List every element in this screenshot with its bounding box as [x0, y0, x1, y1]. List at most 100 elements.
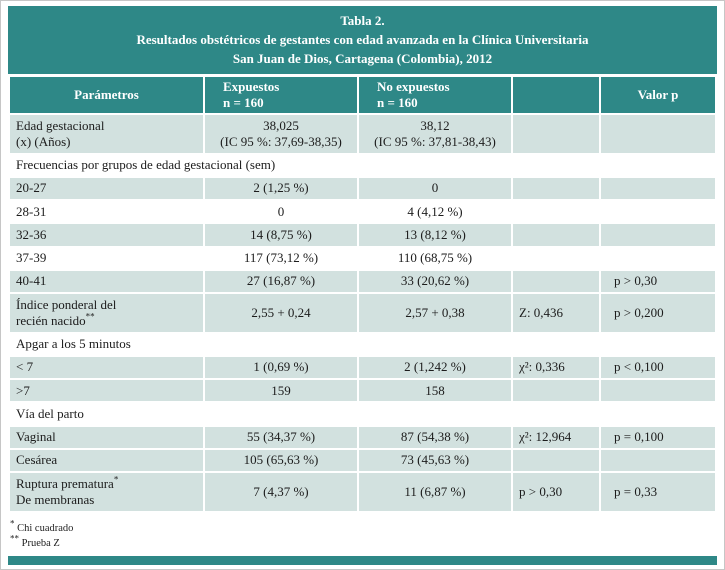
- cell-estadistico: [513, 224, 599, 246]
- text-line: (x) (Años): [16, 133, 71, 149]
- cell-parametro: 28-31: [10, 201, 203, 223]
- cell-expuestos: 0: [205, 201, 357, 223]
- cell-expuestos: 2 (1,25 %): [205, 177, 357, 199]
- row-vaginal: Vaginal 55 (34,37 %) 87 (54,38 %) χ²: 12…: [10, 426, 715, 448]
- cell-estadistico: [513, 201, 599, 223]
- cell-parametro: 32-36: [10, 224, 203, 246]
- footnotes: * Chi cuadrado ** Prueba Z: [8, 518, 717, 551]
- table-subtitle: San Juan de Dios, Cartagena (Colombia), …: [232, 50, 493, 66]
- cell-no-expuestos: 4 (4,12 %): [359, 201, 511, 223]
- table-title: Resultados obstétricos de gestantes con …: [136, 31, 589, 47]
- cell-valor-p: [601, 247, 715, 269]
- text-line: Ruptura prematura*: [16, 474, 199, 492]
- cell-valor-p: p = 0,100: [601, 426, 715, 448]
- row-apgar-menor-7: < 7 1 (0,69 %) 2 (1,242 %) χ²: 0,336 p <…: [10, 356, 715, 378]
- section-row-via-del-parto: Vía del parto: [10, 403, 715, 425]
- cell-estadistico: [513, 449, 599, 471]
- footnote-prueba-z: ** Prueba Z: [10, 533, 717, 551]
- cell-estadistico: p > 0,30: [513, 473, 599, 511]
- section-row-apgar: Apgar a los 5 minutos: [10, 333, 715, 355]
- row-40-41: 40-41 27 (16,87 %) 33 (20,62 %) p > 0,30: [10, 270, 715, 292]
- cell-parametro: Ruptura prematura* De membranas: [10, 473, 203, 511]
- cell-no-expuestos: 13 (8,12 %): [359, 224, 511, 246]
- row-edad-gestacional: Edad gestacional (x) (Años) 38,025 (IC 9…: [10, 115, 715, 153]
- cell-valor-p: p > 0,200: [601, 294, 715, 332]
- text-line: n = 160: [223, 95, 264, 110]
- text-line: De membranas: [16, 491, 95, 507]
- cell-valor-p: [601, 380, 715, 402]
- text-line: 38,12: [420, 117, 450, 133]
- row-apgar-mayor-7: >7 159 158: [10, 380, 715, 402]
- cell-estadistico: [513, 380, 599, 402]
- cell-expuestos: 7 (4,37 %): [205, 473, 357, 511]
- text-line: De membranas: [16, 492, 199, 508]
- cell-parametro: 37-39: [10, 247, 203, 269]
- cell-valor-p: p > 0,30: [601, 270, 715, 292]
- col-header-expuestos: Expuestos n = 160: [205, 77, 357, 113]
- text-line: n = 160: [377, 95, 418, 110]
- cell-no-expuestos: 38,12 (IC 95 %: 37,81-38,43): [359, 115, 511, 153]
- header-row: Parámetros Expuestos n = 160 No expuesto…: [10, 77, 715, 113]
- text-line: (IC 95 %: 37,81-38,43): [374, 133, 496, 149]
- cell-parametro: < 7: [10, 356, 203, 378]
- cell-no-expuestos: 87 (54,38 %): [359, 426, 511, 448]
- text-line: Índice ponderal del: [16, 296, 117, 312]
- bottom-teal-bar: [8, 556, 717, 565]
- footnote-marker: **: [10, 533, 19, 544]
- cell-no-expuestos: 110 (68,75 %): [359, 247, 511, 269]
- cell-expuestos: 159: [205, 380, 357, 402]
- cell-estadistico: [513, 115, 599, 153]
- section-label: Frecuencias por grupos de edad gestacion…: [10, 154, 715, 176]
- cell-parametro: 20-27: [10, 177, 203, 199]
- section-row-frecuencias: Frecuencias por grupos de edad gestacion…: [10, 154, 715, 176]
- cell-parametro: Vaginal: [10, 426, 203, 448]
- col-header-valor-p: Valor p: [601, 77, 715, 113]
- cell-valor-p: [601, 449, 715, 471]
- row-cesarea: Cesárea 105 (65,63 %) 73 (45,63 %): [10, 449, 715, 471]
- section-label: Vía del parto: [10, 403, 715, 425]
- table-header: Parámetros Expuestos n = 160 No expuesto…: [10, 77, 715, 113]
- cell-expuestos: 117 (73,12 %): [205, 247, 357, 269]
- cell-expuestos: 105 (65,63 %): [205, 449, 357, 471]
- cell-expuestos: 55 (34,37 %): [205, 426, 357, 448]
- cell-valor-p: [601, 224, 715, 246]
- row-32-36: 32-36 14 (8,75 %) 13 (8,12 %): [10, 224, 715, 246]
- cell-no-expuestos: 2 (1,242 %): [359, 356, 511, 378]
- row-20-27: 20-27 2 (1,25 %) 0: [10, 177, 715, 199]
- text-line: (IC 95 %: 37,69-38,35): [220, 133, 342, 149]
- col-header-estadistico: [513, 77, 599, 113]
- cell-estadistico: χ²: 12,964: [513, 426, 599, 448]
- cell-valor-p: [601, 201, 715, 223]
- footnote-marker: *: [113, 474, 119, 485]
- table-number: Tabla 2.: [340, 13, 385, 28]
- cell-estadistico: χ²: 0,336: [513, 356, 599, 378]
- results-table: Parámetros Expuestos n = 160 No expuesto…: [8, 75, 717, 513]
- text-line: Índice ponderal del: [16, 297, 199, 313]
- cell-no-expuestos: 2,57 + 0,38: [359, 294, 511, 332]
- cell-estadistico: [513, 247, 599, 269]
- cell-expuestos: 2,55 + 0,24: [205, 294, 357, 332]
- cell-estadistico: [513, 270, 599, 292]
- footnote-marker: **: [85, 311, 95, 322]
- footnote-marker: *: [10, 518, 15, 528]
- footnote-chi-cuadrado: * Chi cuadrado: [10, 518, 717, 536]
- cell-parametro: >7: [10, 380, 203, 402]
- cell-parametro: 40-41: [10, 270, 203, 292]
- text-line: Expuestos: [223, 78, 280, 94]
- cell-valor-p: p = 0,33: [601, 473, 715, 511]
- cell-no-expuestos: 11 (6,87 %): [359, 473, 511, 511]
- row-37-39: 37-39 117 (73,12 %) 110 (68,75 %): [10, 247, 715, 269]
- cell-parametro: Índice ponderal del recién nacido**: [10, 294, 203, 332]
- footnote-text: Prueba Z: [21, 537, 60, 549]
- text-line: No expuestos: [377, 78, 450, 94]
- cell-no-expuestos: 33 (20,62 %): [359, 270, 511, 292]
- row-ruptura-prematura: Ruptura prematura* De membranas 7 (4,37 …: [10, 473, 715, 511]
- cell-no-expuestos: 73 (45,63 %): [359, 449, 511, 471]
- col-header-no-expuestos: No expuestos n = 160: [359, 77, 511, 113]
- text-line: Ruptura prematura: [16, 475, 114, 491]
- cell-no-expuestos: 158: [359, 380, 511, 402]
- cell-parametro: Cesárea: [10, 449, 203, 471]
- cell-no-expuestos: 0: [359, 177, 511, 199]
- row-28-31: 28-31 0 4 (4,12 %): [10, 201, 715, 223]
